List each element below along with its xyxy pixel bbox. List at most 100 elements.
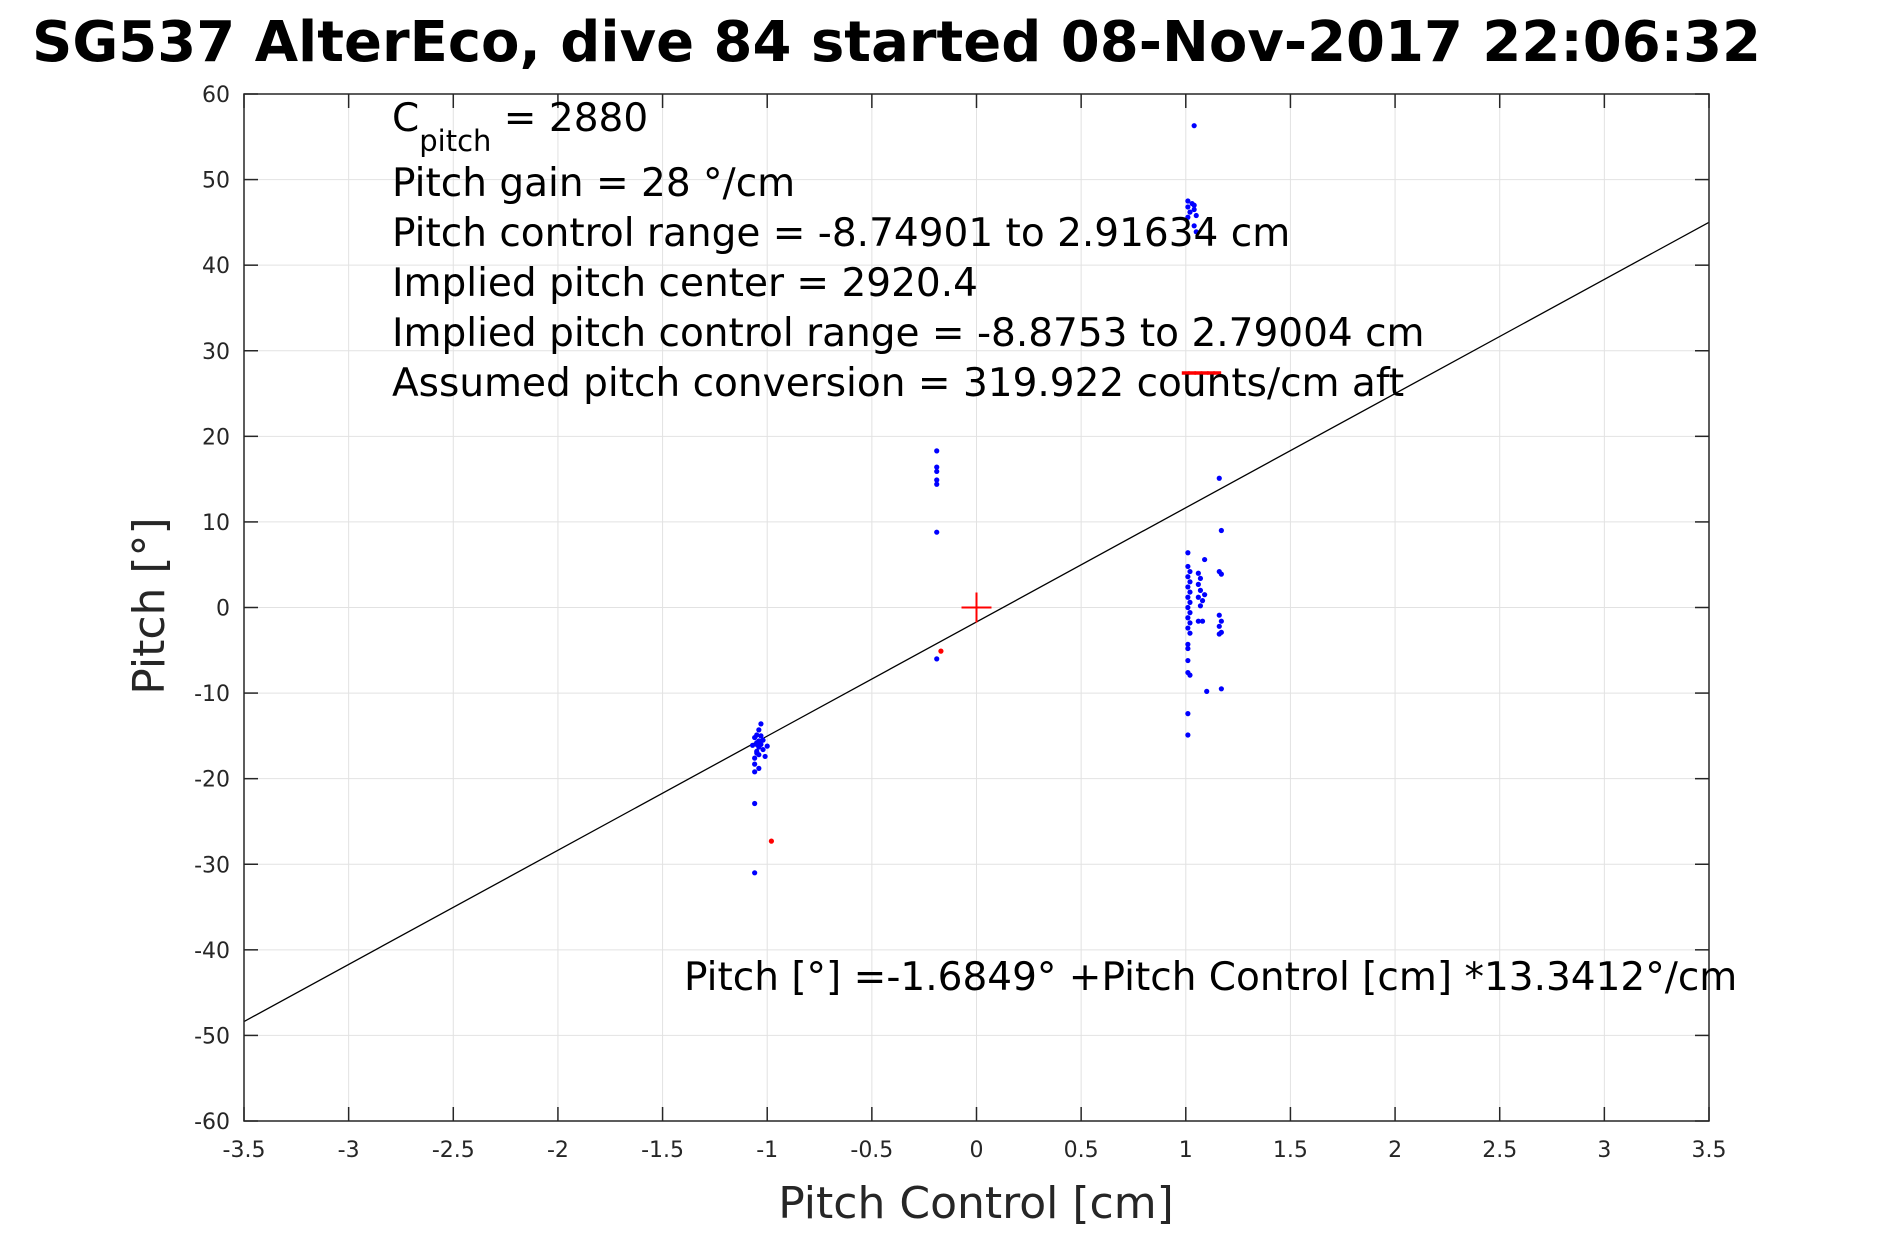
data-point [934, 656, 940, 662]
y-tick-label: -10 [194, 682, 230, 707]
c-pitch-subscript: pitch [419, 124, 491, 158]
data-point [1199, 618, 1206, 624]
data-point [1204, 688, 1210, 694]
y-tick-label: -40 [194, 939, 230, 964]
y-tick-label: -50 [194, 1024, 230, 1049]
y-tick-labels: -60 -50 -40 -30 -20 -10 0 10 20 30 40 50 60 [194, 83, 230, 1135]
data-point [1185, 604, 1191, 611]
y-tick-label: 50 [202, 169, 230, 194]
data-point [1185, 645, 1191, 652]
y-tick-label: 40 [202, 254, 230, 279]
data-point [1185, 198, 1191, 204]
data-point [1187, 610, 1193, 616]
data-point [754, 750, 760, 756]
annotation-implied-range: Implied pitch control range = -8.8753 to… [392, 311, 1425, 356]
data-point [756, 738, 762, 744]
data-point [1185, 711, 1191, 717]
y-tick-label: 60 [202, 83, 230, 108]
annotation-pitch-control-range: Pitch control range = -8.74901 to 2.9163… [392, 211, 1290, 256]
data-point [1185, 641, 1191, 647]
y-tick-label: -30 [194, 853, 230, 878]
data-point [1185, 615, 1191, 621]
chart-title: SG537 AlterEco, dive 84 started 08-Nov-2… [32, 10, 1761, 75]
data-point [1193, 212, 1199, 219]
data-point [1187, 568, 1193, 575]
data-point [752, 769, 758, 775]
data-point [1195, 594, 1201, 600]
x-tick-label: -1.5 [641, 1138, 684, 1163]
data-point [1187, 620, 1193, 626]
x-tick-labels: -3.5 -3 -2.5 -2 -1.5 -1 -0.5 0 0.5 1 1.5 2 2.5 3 3.5 [223, 1138, 1727, 1163]
data-point [1187, 589, 1193, 595]
data-point [764, 743, 770, 749]
data-point [1202, 556, 1208, 563]
data-point [934, 481, 940, 487]
x-tick-label: -3.5 [223, 1138, 266, 1163]
c-pitch-value: = 2880 [491, 96, 648, 141]
y-tick-label: 30 [202, 340, 230, 365]
x-tick-label: 3.5 [1692, 1138, 1727, 1163]
data-point [1197, 575, 1204, 582]
data-point [756, 765, 762, 771]
data-point [934, 477, 940, 483]
data-point [1185, 657, 1191, 664]
y-tick-label: -20 [194, 768, 230, 793]
data-point [1185, 550, 1191, 556]
annotation-c-pitch: Cpitch = 2880 [392, 96, 648, 158]
data-point [934, 448, 940, 454]
data-point [1185, 214, 1191, 220]
y-tick-label: 10 [202, 511, 230, 536]
data-point [1218, 571, 1224, 577]
data-point [1197, 587, 1204, 593]
x-tick-label: 0 [970, 1138, 984, 1163]
x-tick-label: 2 [1388, 1138, 1402, 1163]
data-point [934, 468, 940, 475]
data-point [1185, 563, 1191, 570]
data-point [760, 737, 766, 743]
data-point [758, 721, 764, 727]
x-tick-label: 1 [1179, 1138, 1193, 1163]
data-point [1195, 618, 1201, 624]
data-point [1216, 623, 1222, 629]
data-point [1218, 618, 1224, 624]
data-point [1185, 574, 1191, 580]
x-tick-label: 3 [1597, 1138, 1611, 1163]
data-point [1197, 603, 1204, 609]
data-point [1218, 686, 1224, 692]
x-tick-label: -2.5 [432, 1138, 475, 1163]
x-tick-label: -3 [338, 1138, 360, 1163]
data-point [1195, 581, 1201, 587]
annotation-fit-equation: Pitch [°] =-1.6849° +Pitch Control [cm] … [684, 955, 1737, 1000]
data-point [1195, 570, 1201, 576]
c-pitch-main: C [392, 96, 419, 141]
data-point [756, 727, 762, 733]
data-point [1187, 599, 1193, 605]
data-point [1193, 229, 1199, 235]
data-point [1185, 625, 1191, 631]
data-point [1185, 594, 1191, 600]
annotation-pitch-gain: Pitch gain = 28 °/cm [392, 161, 795, 206]
data-point [938, 648, 944, 654]
data-point [760, 746, 766, 753]
data-point [1191, 202, 1197, 208]
data-point [754, 732, 760, 738]
data-points [749, 123, 1224, 876]
x-axis-label: Pitch Control [cm] [778, 1178, 1174, 1229]
tick-marks [243, 93, 1710, 1122]
data-point [1187, 672, 1193, 678]
y-axis-label: Pitch [°] [124, 517, 175, 694]
x-tick-label: -0.5 [850, 1138, 893, 1163]
data-point [1218, 527, 1224, 534]
y-tick-label: 20 [202, 425, 230, 450]
data-point [1185, 584, 1191, 590]
data-point [1216, 631, 1222, 637]
data-point [749, 742, 756, 748]
x-tick-label: 1.5 [1273, 1138, 1308, 1163]
data-point [1191, 223, 1197, 229]
data-point [1187, 209, 1193, 215]
x-tick-label: 0.5 [1064, 1138, 1099, 1163]
annotation-implied-center: Implied pitch center = 2920.4 [392, 261, 978, 306]
data-point [768, 838, 775, 844]
data-point [1199, 598, 1206, 604]
